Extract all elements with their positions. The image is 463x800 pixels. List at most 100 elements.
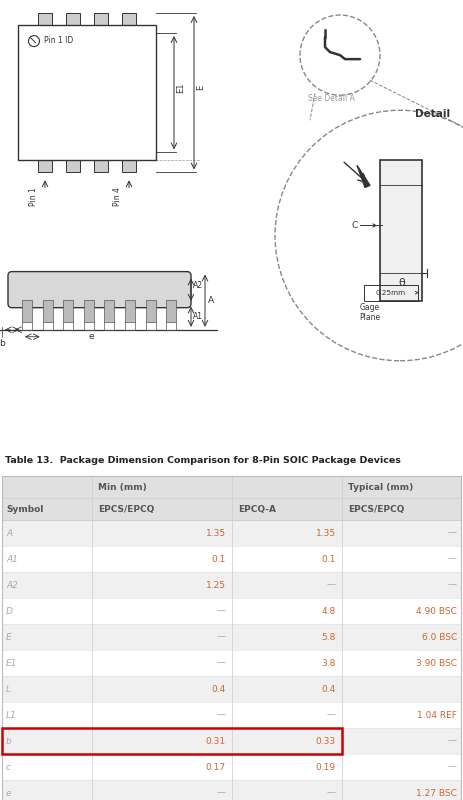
Text: A: A	[208, 296, 214, 305]
Text: —: —	[448, 529, 457, 538]
Text: Pin 1: Pin 1	[29, 187, 38, 206]
Text: E1: E1	[6, 658, 18, 667]
Text: L: L	[6, 685, 11, 694]
Text: 0.19: 0.19	[316, 762, 336, 771]
Polygon shape	[357, 166, 370, 187]
Bar	[2, 676, 461, 702]
Bar	[66, 13, 80, 25]
Text: Min (mm): Min (mm)	[98, 483, 147, 492]
Text: —: —	[448, 737, 457, 746]
Text: —: —	[217, 789, 226, 798]
Text: e: e	[88, 332, 94, 342]
Bar	[2, 780, 461, 800]
Text: A1: A1	[193, 312, 203, 321]
Text: 5.8: 5.8	[322, 633, 336, 642]
Text: Gage: Gage	[360, 302, 380, 312]
Text: C: C	[352, 221, 358, 230]
Bar	[2, 572, 461, 598]
Text: E1: E1	[176, 82, 185, 93]
Bar	[2, 476, 461, 520]
Text: 3.90 BSC: 3.90 BSC	[416, 658, 457, 667]
Bar	[122, 160, 136, 172]
Bar	[2, 624, 461, 650]
Text: D: D	[6, 606, 13, 615]
Bar	[94, 13, 108, 25]
Bar	[2, 520, 461, 546]
Text: EPCS/EPCQ: EPCS/EPCQ	[98, 506, 154, 514]
Text: θ: θ	[398, 278, 405, 288]
Text: 1.35: 1.35	[316, 529, 336, 538]
Text: 1.04 REF: 1.04 REF	[417, 710, 457, 719]
Text: 0.1: 0.1	[322, 554, 336, 563]
Text: Symbol: Symbol	[6, 506, 44, 514]
Text: 4.8: 4.8	[322, 606, 336, 615]
Bar	[94, 160, 108, 172]
Text: 1.25: 1.25	[206, 581, 226, 590]
Text: —: —	[217, 710, 226, 719]
Text: 1.35: 1.35	[206, 529, 226, 538]
FancyBboxPatch shape	[8, 271, 191, 308]
Bar	[2, 546, 461, 572]
Text: Typical (mm): Typical (mm)	[348, 483, 413, 492]
Bar	[166, 300, 176, 322]
Text: A2: A2	[193, 281, 203, 290]
Text: EPCS/EPCQ: EPCS/EPCQ	[348, 506, 404, 514]
Bar	[2, 754, 461, 780]
Bar	[2, 728, 342, 754]
Text: 0.4: 0.4	[212, 685, 226, 694]
Text: c: c	[6, 762, 11, 771]
Text: 0.31: 0.31	[206, 737, 226, 746]
Text: —: —	[448, 581, 457, 590]
Bar	[2, 650, 461, 676]
Bar	[2, 598, 461, 624]
Bar	[2, 728, 461, 754]
Text: See Detail A: See Detail A	[308, 94, 355, 103]
Text: A2: A2	[6, 581, 18, 590]
Text: b: b	[0, 339, 5, 348]
Text: 4.90 BSC: 4.90 BSC	[416, 606, 457, 615]
Bar	[38, 13, 52, 25]
Text: —: —	[217, 633, 226, 642]
Text: A1: A1	[6, 554, 18, 563]
Text: L1: L1	[6, 710, 17, 719]
Text: —: —	[327, 581, 336, 590]
Bar	[2, 702, 461, 728]
Bar	[38, 160, 52, 172]
Text: —: —	[217, 658, 226, 667]
Text: 3.8: 3.8	[322, 658, 336, 667]
Bar	[63, 300, 73, 322]
Text: Pin 4: Pin 4	[113, 187, 121, 206]
Bar	[43, 300, 53, 322]
Bar	[66, 160, 80, 172]
Bar	[18, 25, 156, 160]
Text: —: —	[327, 789, 336, 798]
Text: Plane: Plane	[359, 313, 381, 322]
Text: 0.1: 0.1	[212, 554, 226, 563]
Text: EPCQ-A: EPCQ-A	[238, 506, 276, 514]
Bar	[125, 300, 135, 322]
Bar	[122, 13, 136, 25]
Text: Pin 1 ID: Pin 1 ID	[44, 35, 73, 45]
Text: 0.4: 0.4	[322, 685, 336, 694]
Text: A: A	[6, 529, 12, 538]
Text: 6.0 BSC: 6.0 BSC	[422, 633, 457, 642]
Text: b: b	[6, 737, 12, 746]
Text: E: E	[196, 85, 205, 90]
Text: —: —	[327, 710, 336, 719]
Text: Table 13.  Package Dimension Comparison for 8-Pin SOIC Package Devices: Table 13. Package Dimension Comparison f…	[5, 456, 401, 465]
Text: —: —	[217, 606, 226, 615]
Text: 1.27 BSC: 1.27 BSC	[416, 789, 457, 798]
Text: e: e	[6, 789, 12, 798]
Bar	[145, 300, 156, 322]
Bar	[380, 160, 422, 301]
Text: —: —	[448, 554, 457, 563]
Text: 0.33: 0.33	[316, 737, 336, 746]
Text: E: E	[6, 633, 12, 642]
Text: Detail: Detail	[415, 110, 450, 119]
Text: 0.25mm: 0.25mm	[376, 290, 406, 296]
Bar	[104, 300, 114, 322]
Text: —: —	[448, 762, 457, 771]
Text: 0.17: 0.17	[206, 762, 226, 771]
Bar	[84, 300, 94, 322]
Bar	[22, 300, 32, 322]
